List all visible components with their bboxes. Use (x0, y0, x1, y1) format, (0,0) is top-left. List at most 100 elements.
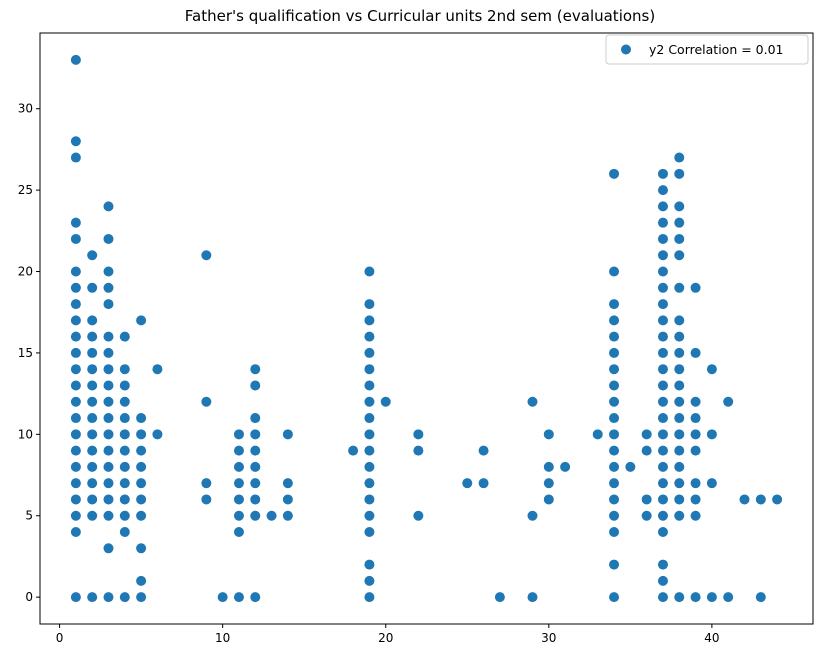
axis-ticks: 0 10 20 30 40 0 5 10 15 20 25 30 (18, 102, 720, 645)
data-point (250, 461, 261, 472)
data-point (739, 494, 750, 505)
data-point (657, 364, 668, 375)
data-point (87, 445, 98, 456)
data-point (119, 380, 130, 391)
data-point (364, 299, 375, 310)
data-point (609, 494, 620, 505)
data-point (674, 282, 685, 293)
data-point (657, 315, 668, 326)
data-point (250, 478, 261, 489)
data-point (690, 396, 701, 407)
data-point (201, 494, 212, 505)
data-point (527, 592, 538, 603)
data-point (136, 445, 147, 456)
data-point (364, 527, 375, 538)
data-point (87, 429, 98, 440)
data-point (657, 347, 668, 358)
data-point (364, 461, 375, 472)
data-point (70, 510, 81, 521)
data-point (690, 478, 701, 489)
data-point (70, 136, 81, 147)
data-point (674, 478, 685, 489)
data-point (250, 380, 261, 391)
data-point (103, 478, 114, 489)
data-point (609, 347, 620, 358)
y-tick-label: 10 (18, 427, 33, 441)
data-point (233, 445, 244, 456)
data-point (70, 413, 81, 424)
data-point (87, 315, 98, 326)
data-point (233, 592, 244, 603)
data-point (609, 299, 620, 310)
x-tick-label: 10 (215, 631, 230, 645)
data-point (364, 380, 375, 391)
data-point (364, 331, 375, 342)
plot-area-frame (39, 32, 814, 625)
data-point (543, 494, 554, 505)
data-point (87, 592, 98, 603)
data-point (706, 592, 717, 603)
data-point (413, 510, 424, 521)
data-point (690, 347, 701, 358)
data-point (103, 429, 114, 440)
data-point (87, 347, 98, 358)
data-point (364, 445, 375, 456)
data-point (674, 510, 685, 521)
legend-label: y2 Correlation = 0.01 (649, 42, 784, 57)
data-point (136, 494, 147, 505)
data-point (609, 413, 620, 424)
data-point (657, 233, 668, 244)
y-tick-label: 20 (18, 265, 33, 279)
data-point (364, 266, 375, 277)
data-point (87, 494, 98, 505)
data-point (119, 445, 130, 456)
data-point (625, 461, 636, 472)
data-point (690, 413, 701, 424)
data-point (657, 510, 668, 521)
data-point (87, 461, 98, 472)
data-point (364, 559, 375, 570)
data-point (103, 347, 114, 358)
data-point (136, 429, 147, 440)
data-point (690, 510, 701, 521)
data-point (217, 592, 228, 603)
data-point (364, 364, 375, 375)
data-point (609, 168, 620, 179)
data-point (70, 396, 81, 407)
data-point (609, 592, 620, 603)
data-point (609, 461, 620, 472)
data-point (70, 364, 81, 375)
data-point (413, 429, 424, 440)
data-point (674, 380, 685, 391)
data-point (70, 331, 81, 342)
data-point (103, 396, 114, 407)
data-point (103, 282, 114, 293)
data-point (641, 494, 652, 505)
data-point (70, 282, 81, 293)
data-point (690, 282, 701, 293)
data-point (609, 380, 620, 391)
data-point (657, 413, 668, 424)
data-point (657, 380, 668, 391)
data-point (266, 510, 277, 521)
data-point (282, 494, 293, 505)
data-point (609, 510, 620, 521)
y-tick-label: 25 (18, 183, 33, 197)
data-point (723, 592, 734, 603)
data-point (233, 478, 244, 489)
data-point (657, 559, 668, 570)
data-point (119, 527, 130, 538)
data-point (364, 429, 375, 440)
data-points (70, 54, 783, 603)
legend-box (605, 34, 809, 65)
data-point (119, 396, 130, 407)
data-point (87, 282, 98, 293)
data-point (152, 429, 163, 440)
data-point (119, 413, 130, 424)
data-point (609, 527, 620, 538)
data-point (70, 299, 81, 310)
data-point (364, 413, 375, 424)
data-point (674, 445, 685, 456)
data-point (103, 510, 114, 521)
data-point (364, 315, 375, 326)
